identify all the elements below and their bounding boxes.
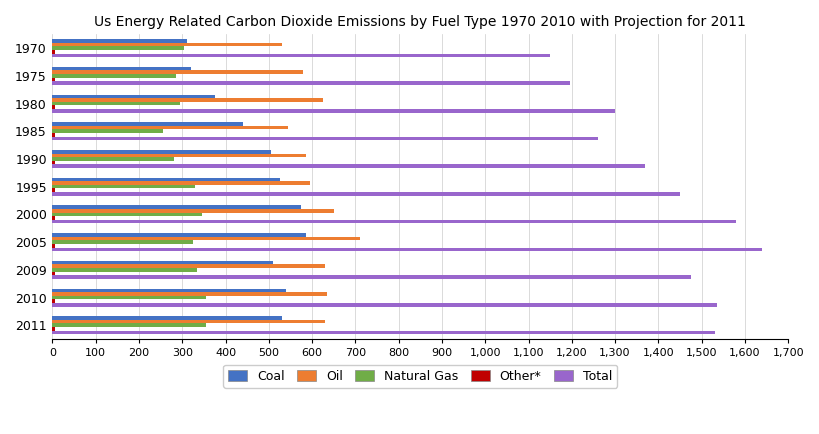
Bar	[52, 95, 215, 98]
Bar	[52, 323, 206, 327]
Bar	[52, 331, 715, 334]
Bar	[52, 272, 55, 275]
Bar	[52, 316, 282, 320]
Bar	[52, 185, 195, 188]
Bar	[52, 244, 55, 247]
Bar	[52, 39, 187, 43]
Bar	[52, 296, 206, 299]
Bar	[52, 327, 55, 331]
Bar	[52, 320, 325, 323]
Bar	[52, 268, 197, 272]
Bar	[52, 81, 570, 85]
Bar	[52, 150, 271, 154]
Bar	[52, 157, 174, 161]
Bar	[52, 181, 310, 185]
Bar	[52, 154, 305, 157]
Bar	[52, 220, 736, 224]
Bar	[52, 74, 176, 78]
Bar	[52, 98, 323, 102]
Bar	[52, 105, 55, 109]
Title: Us Energy Related Carbon Dioxide Emissions by Fuel Type 1970 2010 with Projectio: Us Energy Related Carbon Dioxide Emissio…	[94, 15, 746, 29]
Bar	[52, 102, 180, 105]
Bar	[52, 53, 550, 57]
Bar	[52, 240, 193, 244]
Bar	[52, 261, 274, 264]
Bar	[52, 205, 301, 209]
Bar	[52, 70, 304, 74]
Bar	[52, 78, 55, 81]
Bar	[52, 209, 334, 213]
Bar	[52, 292, 328, 296]
Bar	[52, 192, 680, 196]
Bar	[52, 67, 191, 70]
Bar	[52, 137, 598, 140]
Bar	[52, 126, 288, 129]
Bar	[52, 289, 286, 292]
Bar	[52, 299, 55, 303]
Bar	[52, 237, 360, 240]
Bar	[52, 43, 282, 46]
Bar	[52, 247, 762, 251]
Bar	[52, 213, 201, 216]
Bar	[52, 46, 184, 50]
Bar	[52, 129, 163, 133]
Bar	[52, 264, 325, 268]
Bar	[52, 50, 55, 53]
Bar	[52, 109, 615, 112]
Legend: Coal, Oil, Natural Gas, Other*, Total: Coal, Oil, Natural Gas, Other*, Total	[224, 365, 618, 388]
Bar	[52, 275, 690, 279]
Bar	[52, 122, 243, 126]
Bar	[52, 133, 55, 137]
Bar	[52, 161, 55, 164]
Bar	[52, 188, 55, 192]
Bar	[52, 178, 279, 181]
Bar	[52, 233, 305, 237]
Bar	[52, 303, 717, 306]
Bar	[52, 164, 645, 168]
Bar	[52, 216, 55, 220]
